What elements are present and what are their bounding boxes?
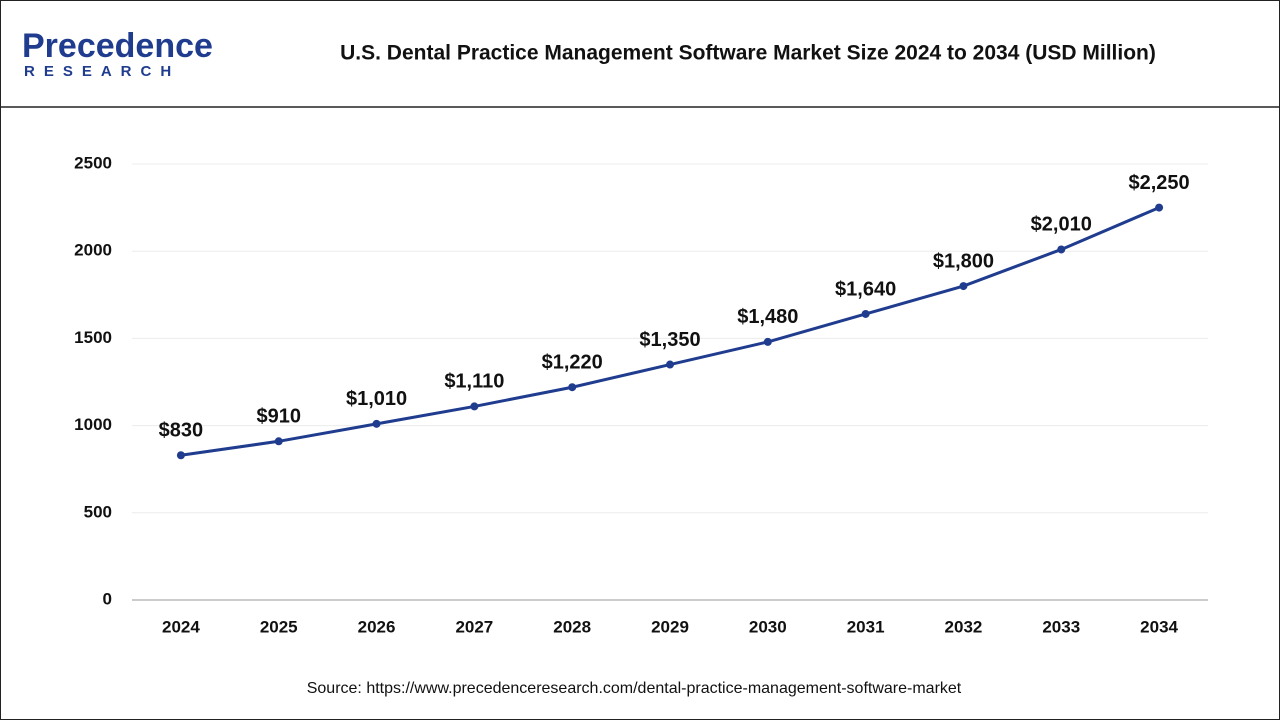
x-tick-label: 2026 <box>358 617 396 636</box>
source-note: Source: https://www.precedenceresearch.c… <box>307 680 962 697</box>
data-point <box>470 402 479 411</box>
chart-title: U.S. Dental Practice Management Software… <box>340 42 1156 65</box>
logo-tagline: RESEARCH <box>24 63 180 80</box>
x-tick-label: 2029 <box>651 617 689 636</box>
value-label: $1,350 <box>639 329 700 351</box>
value-label: $1,480 <box>737 306 798 328</box>
x-tick-label: 2028 <box>553 617 591 636</box>
y-tick-label: 1000 <box>74 415 112 434</box>
x-tick-label: 2034 <box>1140 617 1178 636</box>
x-tick-label: 2030 <box>749 617 787 636</box>
x-tick-label: 2024 <box>162 617 200 636</box>
value-label: $1,800 <box>933 250 994 272</box>
data-point <box>1155 203 1164 212</box>
y-tick-label: 0 <box>103 589 112 608</box>
data-point <box>959 282 968 291</box>
data-point <box>274 437 283 446</box>
data-point <box>176 451 185 460</box>
x-tick-label: 2025 <box>260 617 298 636</box>
y-tick-label: 1500 <box>74 328 112 347</box>
data-point <box>763 337 772 346</box>
data-point <box>568 383 577 392</box>
value-label: $1,010 <box>346 388 407 410</box>
x-tick-label: 2031 <box>847 617 885 636</box>
y-tick-label: 500 <box>84 502 112 521</box>
value-label: $1,640 <box>835 278 896 300</box>
x-tick-label: 2033 <box>1042 617 1080 636</box>
y-tick-label: 2500 <box>74 153 112 172</box>
value-label: $910 <box>256 406 301 428</box>
value-label: $2,010 <box>1031 214 1092 236</box>
x-tick-label: 2032 <box>945 617 983 636</box>
value-label: $830 <box>159 420 204 442</box>
data-point <box>861 309 870 318</box>
logo-name: Precedence <box>22 27 213 65</box>
value-label: $1,110 <box>444 371 504 393</box>
value-label: $2,250 <box>1129 172 1190 194</box>
y-tick-label: 2000 <box>74 241 112 260</box>
data-point <box>1057 245 1066 254</box>
value-label: $1,220 <box>542 352 603 374</box>
data-point <box>666 360 674 369</box>
data-point <box>372 419 381 428</box>
x-tick-label: 2027 <box>455 617 493 636</box>
